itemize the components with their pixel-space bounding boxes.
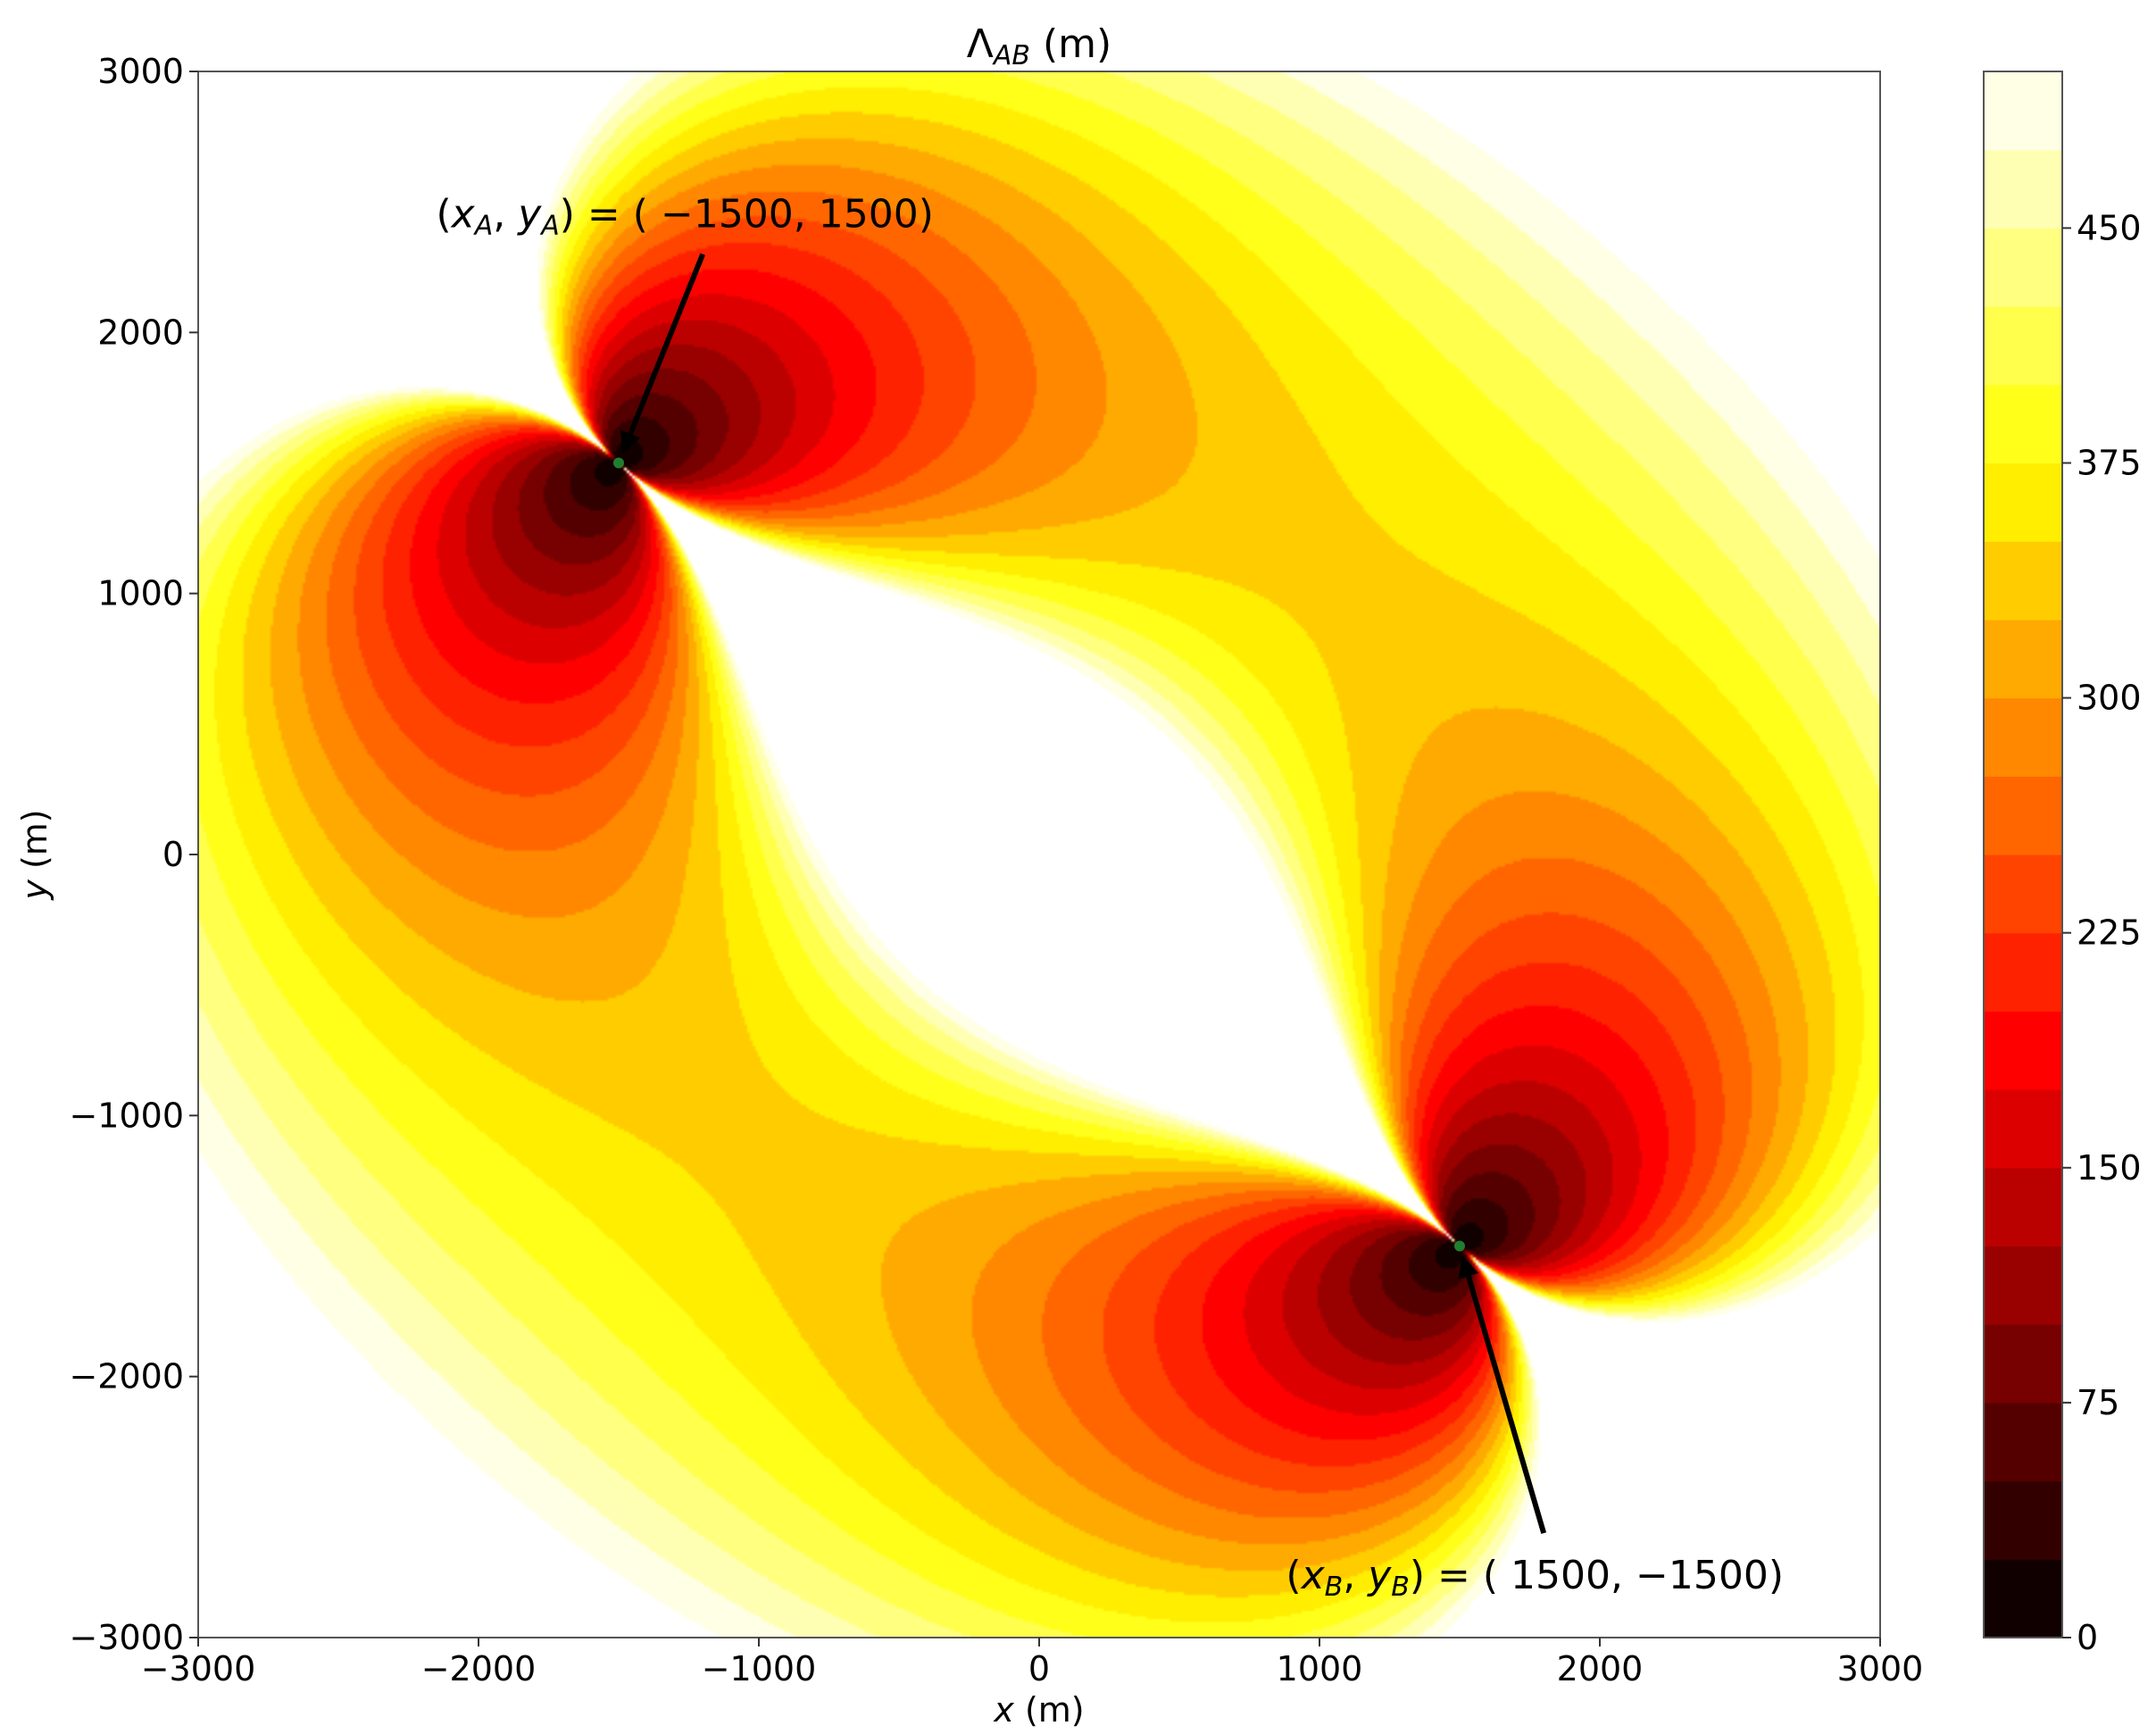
colorbar-band [1984,619,2062,699]
x-tick-label: 1000 [1277,1649,1363,1688]
y-tick-label: −3000 [69,1618,184,1657]
y-tick-label: −2000 [69,1357,184,1396]
colorbar-band [1984,1089,2062,1169]
x-tick-label: 2000 [1557,1649,1644,1688]
colorbar-band [1984,228,2062,307]
heatmap-image [198,71,1880,1638]
colorbar-band [1984,306,2062,386]
point-b-label: (xB, yB) = ( 1500, −1500) [1286,1553,1784,1603]
colorbar-band [1984,463,2062,542]
colorbar-band [1984,1324,2062,1404]
y-tick-label: −1000 [69,1096,184,1135]
colorbar-band [1984,932,2062,1012]
y-tick-label: 0 [162,835,184,874]
x-tick-label: −3000 [141,1649,256,1688]
colorbar-frame [1983,71,2063,1638]
y-axis-label: y (m) [15,809,54,900]
y-axis: −3000 −2000 −1000 0 1000 2000 3000 [69,52,198,1657]
x-tick-label: 0 [1028,1649,1050,1688]
colorbar-band [1984,149,2062,229]
point-b-arrow [1458,1255,1547,1534]
heatmap-plot-area [197,71,1881,1638]
point-b-marker [1454,1240,1465,1252]
colorbar-band [1984,854,2062,934]
colorbar-tick-label: 300 [2077,679,2142,718]
point-a-marker [613,457,624,469]
x-axis: −3000 −2000 −1000 0 1000 2000 3000 [141,1638,1924,1688]
point-b-annotation: (xB, yB) = ( 1500, −1500) [1286,1240,1784,1603]
colorbar-band [1984,1011,2062,1090]
colorbar-band [1984,71,2062,151]
y-tick-label: 2000 [97,313,184,352]
colorbar-band [1984,1402,2062,1482]
colorbar-band [1984,384,2062,464]
colorbar-tick-label: 450 [2077,208,2142,247]
colorbar-band [1984,697,2062,777]
colorbar-band [1984,1559,2062,1638]
colorbar-band [1984,776,2062,855]
colorbar: 0 75 150 225 300 375 450 [1983,71,2142,1657]
point-a-annotation: (xA, yA) = ( −1500, 1500) [436,192,934,469]
x-tick-label: −2000 [421,1649,537,1688]
colorbar-bands [1984,71,2062,1638]
colorbar-tick-label: 225 [2077,913,2142,953]
colorbar-ticks: 0 75 150 225 300 375 450 [2062,208,2142,1657]
colorbar-band [1984,1167,2062,1247]
colorbar-tick-label: 375 [2077,444,2142,483]
colorbar-band [1984,1480,2062,1560]
y-tick-label: 3000 [97,52,184,91]
x-axis-label: x (m) [993,1690,1084,1730]
point-a-label: (xA, yA) = ( −1500, 1500) [436,192,933,242]
chart-title: ΛAB (m) [967,21,1111,71]
colorbar-band [1984,1246,2062,1325]
point-a-arrow [620,253,705,454]
x-tick-label: −1000 [702,1649,817,1688]
point-annotations: (xA, yA) = ( −1500, 1500) (xB, yB) = ( 1… [436,192,1784,1603]
colorbar-tick-label: 0 [2077,1618,2098,1657]
colorbar-band [1984,541,2062,621]
colorbar-tick-label: 150 [2077,1148,2142,1188]
x-tick-label: 3000 [1837,1649,1924,1688]
colorbar-tick-label: 75 [2077,1383,2119,1422]
y-tick-label: 1000 [97,574,184,613]
